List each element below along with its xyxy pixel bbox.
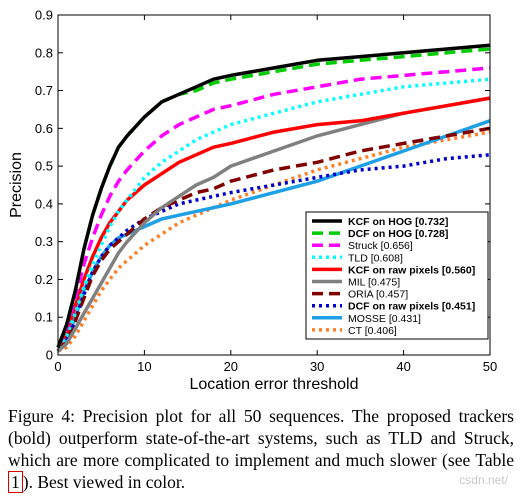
x-tick-label: 50 [483, 359, 497, 374]
legend-label-9: MOSSE [0.431] [348, 313, 421, 325]
series-line-1 [56, 43, 491, 349]
y-tick-label: 0.4 [35, 196, 53, 211]
legend-label-2: DCF on HOG [0.728] [348, 228, 448, 240]
plot-frame [57, 14, 491, 356]
legend-label-7: ORIA [0.457] [348, 289, 408, 301]
series-lines [56, 43, 491, 353]
x-tick-label: 20 [224, 359, 238, 374]
figure-caption: Figure 4: Precision plot for all 50 sequ… [8, 405, 514, 493]
y-tick-label: 0.6 [35, 121, 53, 136]
x-tick-label: 10 [137, 359, 151, 374]
watermark: csdn.net/ [459, 473, 508, 487]
series-line-3 [56, 66, 491, 349]
caption-text-before-ref: Figure 4: Precision plot for all 50 sequ… [8, 406, 514, 470]
legend-label-1: KCF on HOG [0.732] [348, 216, 448, 228]
legend-label-3: Struck [0.656] [348, 240, 413, 252]
y-axis-label: Precision [8, 152, 25, 218]
x-axis-label: Location error threshold [190, 376, 359, 393]
y-tick-label: 0.1 [35, 310, 53, 325]
caption-text-after-ref: ). Best viewed in color. [22, 472, 186, 492]
y-tick-label: 0.2 [35, 272, 53, 287]
series-line-6 [56, 96, 491, 353]
y-tick-label: 0.8 [35, 45, 53, 60]
legend-label-4: TLD [0.608] [348, 252, 403, 264]
series-line-5 [56, 96, 491, 349]
series-line-7 [56, 126, 491, 353]
legend: KCF on HOG [0.732]DCF on HOG [0.728]Stru… [305, 211, 489, 340]
series-line-9 [56, 119, 491, 353]
x-tick-label: 40 [396, 359, 410, 374]
y-tick-label: 0.5 [35, 159, 53, 174]
legend-label-8: DCF on raw pixels [0.451] [348, 301, 475, 313]
y-tick-label: 0.9 [35, 8, 53, 23]
table-reference-link[interactable]: 1 [8, 471, 23, 493]
legend-label-5: KCF on raw pixels [0.560] [348, 264, 475, 276]
legend-label-10: CT [0.406] [348, 325, 397, 337]
x-tick-label: 0 [54, 359, 61, 374]
y-tick-label: 0.7 [35, 83, 53, 98]
axis-ticks: 0 10 20 30 40 50 0 0.1 0.2 0.3 0.4 0.5 0.6 0.7 0.8 0.9 [35, 8, 497, 375]
y-tick-label: 0.3 [35, 234, 53, 249]
precision-plot: 0 10 20 30 40 5000.10.20.30.40.50.60.70.80.9 … [8, 8, 497, 394]
series-line-10 [57, 130, 491, 353]
x-tick-label: 30 [310, 359, 324, 374]
y-tick-label: 0 [46, 348, 53, 363]
legend-label-6: MIL [0.475] [348, 277, 400, 289]
